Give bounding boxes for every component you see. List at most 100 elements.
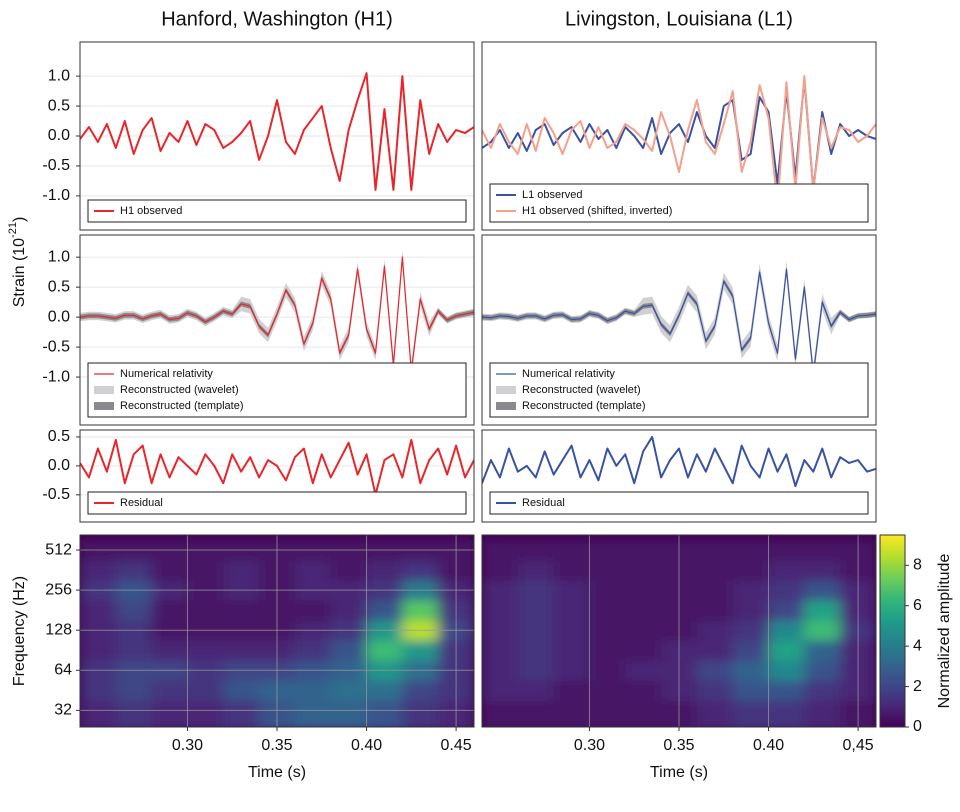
heatmap-cell [294, 680, 332, 702]
heatmap-cell [553, 540, 590, 561]
heatmap-cell [804, 560, 841, 581]
y-axis-label-base: Strain (10 [11, 238, 28, 307]
y-tick-label: -1.0 [42, 187, 70, 204]
colorbar [879, 534, 906, 728]
heatmap-cell [80, 600, 117, 621]
heatmap-cell [589, 540, 626, 561]
heatmap-cell [187, 560, 224, 581]
plot-area [80, 72, 474, 197]
legend-swatch [94, 386, 114, 394]
heatmap-cell [553, 680, 590, 702]
panel-frame [79, 234, 475, 426]
heatmap-cell [589, 680, 626, 702]
colorbar-tick-label: 2 [913, 678, 922, 695]
heatmap-cell [80, 640, 117, 661]
x-tick-label: 0.45 [441, 737, 472, 754]
legend-label: Numerical relativity [522, 368, 615, 380]
y-tick-label: 128 [45, 621, 72, 638]
y-tick-label: -0.5 [42, 157, 70, 174]
heatmap-cell [768, 640, 805, 661]
line [80, 438, 474, 496]
heatmap-cell [696, 580, 734, 601]
heatmap-cell [517, 660, 555, 681]
legend-label: H1 observed [120, 205, 182, 217]
heatmap-cell [517, 640, 555, 661]
heatmap-cell [804, 540, 841, 561]
heatmap-cell [589, 700, 626, 727]
heatmap-cell [625, 640, 662, 661]
x-tick-label: 0.30 [574, 737, 605, 754]
heatmap-cell [804, 640, 841, 661]
heatmap-cell [115, 680, 153, 702]
x-tick-label: 0.40 [351, 737, 382, 754]
heatmap-cell [115, 600, 153, 621]
heatmap-cell [589, 560, 626, 581]
y-tick-label: -1.0 [42, 368, 70, 385]
heatmap-cell [115, 560, 153, 581]
plot-area [482, 435, 876, 488]
heatmap-cell [402, 640, 439, 661]
y-tick-label: 32 [54, 702, 72, 719]
heatmap-cell [804, 680, 841, 702]
y-tick-label: 0.0 [48, 127, 70, 144]
heatmap-cell [768, 620, 805, 641]
heatmap-cell [151, 600, 188, 621]
panel-frame [481, 41, 877, 231]
heatmap-cell [482, 700, 519, 727]
heatmap-cell [732, 600, 770, 621]
y-tick-label: 1.0 [48, 67, 70, 84]
heatmap-cell [294, 640, 332, 661]
heatmap-cell [804, 700, 841, 727]
heatmap-cell [187, 600, 224, 621]
plot-area [80, 249, 474, 379]
heatmap [482, 540, 876, 727]
heatmap-cell [768, 540, 805, 561]
line [482, 75, 876, 206]
heatmap-cell [187, 700, 224, 727]
heatmap-cell [187, 680, 224, 702]
plot-area [80, 535, 474, 727]
heatmap-cell [294, 560, 332, 581]
heatmap-cell [115, 700, 153, 727]
heatmap-cell [517, 620, 555, 641]
heatmap-cell [625, 540, 662, 561]
heatmap-cell [402, 560, 439, 581]
heatmap-cell [589, 580, 626, 601]
x-tick-label: 0.35 [261, 737, 292, 754]
x-tick-label: 0,45 [843, 737, 874, 754]
heatmap-cell [482, 600, 519, 621]
heatmap-cell [223, 600, 260, 621]
legend [489, 183, 869, 223]
heatmap-cell [732, 640, 770, 661]
heatmap-cell [402, 700, 439, 727]
heatmap-cell [223, 560, 260, 581]
panel-frame [79, 534, 475, 728]
heatmap-cell [625, 580, 662, 601]
heatmap-cell [517, 600, 555, 621]
heatmap-cell [768, 700, 805, 727]
heatmap-cell [553, 620, 590, 641]
heatmap-cell [482, 560, 519, 581]
heatmap-cell [732, 700, 770, 727]
heatmap-cell [151, 640, 188, 661]
heatmap-cell [732, 540, 770, 561]
y-tick-label: 512 [45, 541, 72, 558]
heatmap-cell [366, 640, 403, 661]
y-tick-label: 0.5 [48, 428, 70, 445]
x-tick-label: 0.40 [753, 737, 784, 754]
heatmap-cell [482, 660, 519, 681]
plot-area [80, 436, 474, 496]
heatmap-cell [768, 560, 805, 581]
legend-label: Reconstructed (template) [120, 400, 244, 412]
plot-area [482, 535, 876, 727]
heatmap-cell [589, 640, 626, 661]
heatmap-cell [330, 680, 368, 702]
y-axis-label-exponent: -21 [7, 222, 19, 238]
heatmap-cell [696, 620, 734, 641]
heatmap-cell [517, 540, 555, 561]
legend [87, 362, 467, 418]
heatmap-cell [768, 680, 805, 702]
heatmap-cell [553, 660, 590, 681]
heatmap-cell [804, 660, 841, 681]
heatmap-cell [115, 640, 153, 661]
